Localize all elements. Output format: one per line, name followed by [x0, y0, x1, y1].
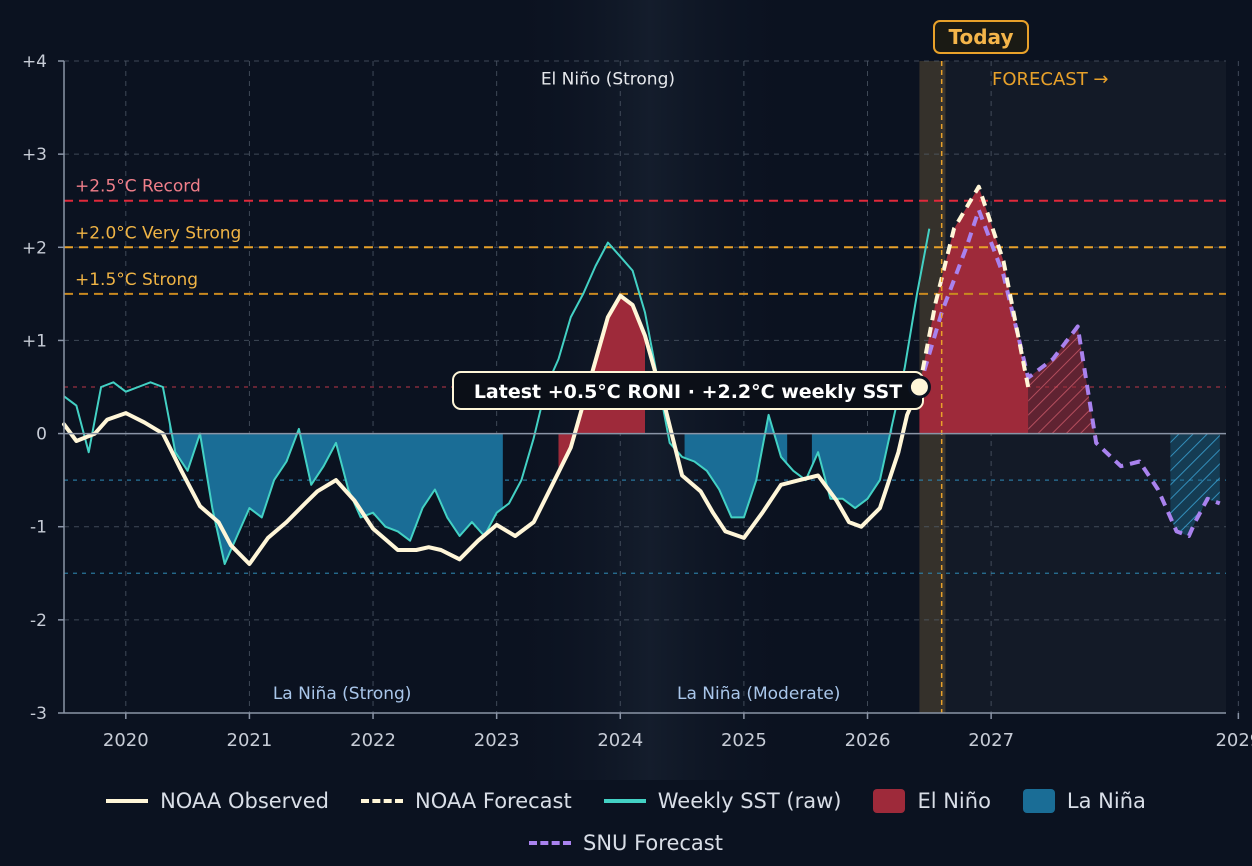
x-tick-label: 2027 — [968, 730, 1014, 751]
series-weekly-sst — [63, 228, 931, 565]
la-nina-fill — [169, 419, 503, 564]
y-tick-label: +1 — [22, 331, 47, 351]
legend-item: NOAA Forecast — [361, 785, 572, 817]
y-tick-label: +3 — [22, 145, 47, 165]
today-label: Today — [949, 25, 1014, 49]
la-nina-forecast-fill — [1170, 433, 1220, 536]
legend-swatch — [873, 789, 906, 813]
legend-label: Weekly SST (raw) — [657, 789, 842, 813]
x-tick-label: 2020 — [103, 730, 149, 751]
x-tick-label: 2024 — [597, 730, 643, 751]
latest-point-marker — [907, 375, 931, 399]
x-tick-label: 2022 — [350, 730, 396, 751]
series-noaa-forecast — [917, 184, 1031, 388]
y-tick-label: -2 — [30, 611, 47, 631]
x-tick-label: 2025 — [721, 730, 767, 751]
chart-legend: NOAA Observed NOAA Forecast Weekly SST (ra… — [0, 780, 1252, 864]
legend-item: El Niño — [873, 785, 991, 817]
el-nino-forecast-fill — [1028, 326, 1097, 443]
el-nino-fill — [919, 186, 1029, 434]
legend-item: La Niña — [1022, 785, 1146, 817]
x-tick-label: 2023 — [474, 730, 520, 751]
legend-label: SNU Forecast — [583, 831, 723, 855]
threshold-label: +1.5°C Strong — [75, 270, 198, 290]
x-tick-label: 2029 — [1215, 730, 1252, 751]
x-tick-label: 2021 — [227, 730, 273, 751]
legend-label: NOAA Forecast — [415, 789, 572, 813]
y-tick-label: -3 — [30, 704, 47, 724]
legend-label: La Niña — [1066, 789, 1146, 813]
legend-label: NOAA Observed — [160, 789, 329, 813]
legend-item: Weekly SST (raw) — [603, 785, 842, 817]
legend-swatch — [106, 799, 149, 803]
region-annotation: La Niña (Moderate) — [677, 684, 840, 704]
legend-swatch — [361, 799, 403, 803]
legend-label: El Niño — [917, 789, 991, 813]
region-annotation: La Niña (Strong) — [273, 684, 412, 704]
threshold-label: +2.0°C Very Strong — [75, 223, 241, 243]
legend-swatch — [529, 841, 572, 845]
legend-swatch — [603, 799, 646, 803]
forecast-label: FORECAST → — [992, 69, 1109, 90]
y-tick-label: 0 — [36, 425, 47, 445]
y-tick-label: -1 — [30, 518, 47, 538]
y-tick-label: +2 — [22, 238, 47, 258]
series-noaa-observed — [62, 293, 922, 566]
series-snu-forecast — [917, 208, 1221, 538]
callout-text: Latest +0.5°C RONI · +2.2°C weekly SST — [474, 381, 902, 403]
today-badge — [933, 20, 1029, 54]
la-nina-fill — [811, 424, 893, 509]
y-tick-label: +4 — [22, 52, 47, 72]
la-nina-fill — [684, 414, 788, 518]
x-tick-label: 2026 — [845, 730, 891, 751]
legend-swatch — [1022, 789, 1055, 813]
legend-item: SNU Forecast — [529, 827, 723, 859]
legend-item: NOAA Observed — [106, 785, 329, 817]
region-annotation: El Niño (Strong) — [541, 69, 675, 89]
threshold-label: +2.5°C Record — [75, 177, 201, 197]
